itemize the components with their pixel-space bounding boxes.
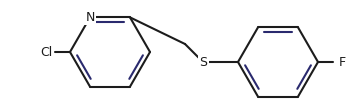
Text: N: N [85, 11, 95, 24]
Text: S: S [199, 56, 207, 68]
Text: F: F [338, 56, 346, 68]
Text: Cl: Cl [40, 46, 52, 58]
